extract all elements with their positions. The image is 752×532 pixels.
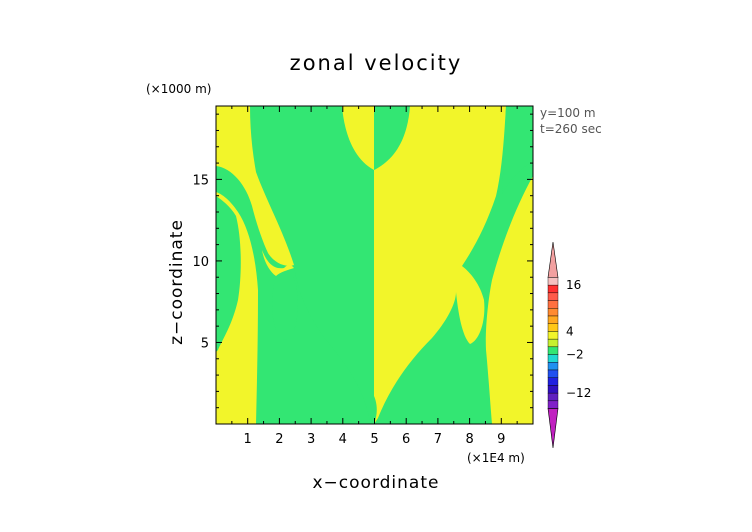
y-axis-ticks: 5 10 15	[192, 113, 533, 409]
colorbar-band	[547, 277, 559, 286]
colorbar-band	[547, 300, 559, 309]
y-scale-note: (×1000 m)	[146, 82, 211, 96]
x-scale-note: (×1E4 m)	[467, 451, 525, 465]
y-axis-title: z−coordinate	[167, 219, 187, 345]
y-tick-label: 5	[201, 336, 209, 351]
field-region-positive-right-bottom	[485, 176, 533, 424]
x-tick-label: 1	[244, 432, 252, 447]
colorbar-band	[547, 392, 559, 402]
x-axis-title: x−coordinate	[313, 473, 440, 493]
chart-title: zonal velocity	[290, 51, 463, 75]
x-tick-label: 7	[434, 432, 442, 447]
colorbar-band	[547, 292, 559, 301]
x-tick-label: 2	[275, 432, 283, 447]
colorbar-band	[547, 331, 559, 340]
colorbar-label: −2	[566, 348, 584, 362]
x-tick-label: 5	[370, 432, 378, 447]
colorbar: 16 4 −2 −12	[547, 241, 591, 449]
y-tick-label: 10	[192, 255, 209, 270]
annotation-line-2: t=260 sec	[540, 122, 602, 136]
colorbar-label: −12	[566, 386, 591, 400]
colorbar-band	[547, 354, 559, 363]
field-region-negative-bubble	[272, 268, 298, 340]
x-axis-ticks: 1 2 3 4 5 6 7 8 9	[231, 106, 518, 447]
colorbar-label: 16	[566, 278, 581, 292]
field-region-negative-right	[374, 106, 410, 170]
annotation-line-1: y=100 m	[540, 106, 596, 120]
field-region-negative-strip	[216, 196, 241, 352]
colorbar-band	[547, 284, 559, 294]
colorbar-band	[547, 308, 559, 317]
colorbar-band	[547, 241, 559, 278]
x-tick-label: 3	[307, 432, 315, 447]
field-region-positive-finger	[262, 250, 294, 276]
y-tick-label: 15	[192, 173, 209, 188]
colorbar-label: 4	[566, 324, 574, 338]
x-tick-label: 6	[402, 432, 410, 447]
colorbar-band	[547, 369, 559, 378]
x-tick-label: 4	[339, 432, 347, 447]
colorbar-band	[547, 362, 559, 371]
field-region-negative-top	[250, 106, 374, 424]
colorbar-band	[547, 346, 559, 355]
colorbar-band	[547, 315, 559, 324]
velocity-field	[216, 106, 533, 424]
colorbar-band	[547, 338, 559, 348]
colorbar-band	[547, 377, 559, 386]
x-tick-label: 8	[465, 432, 473, 447]
colorbar-band	[547, 323, 559, 332]
colorbar-band	[547, 385, 559, 394]
field-region-negative-right-edge	[502, 106, 533, 194]
x-tick-label: 9	[497, 432, 505, 447]
colorbar-band	[547, 408, 559, 449]
colorbar-band	[547, 400, 559, 409]
